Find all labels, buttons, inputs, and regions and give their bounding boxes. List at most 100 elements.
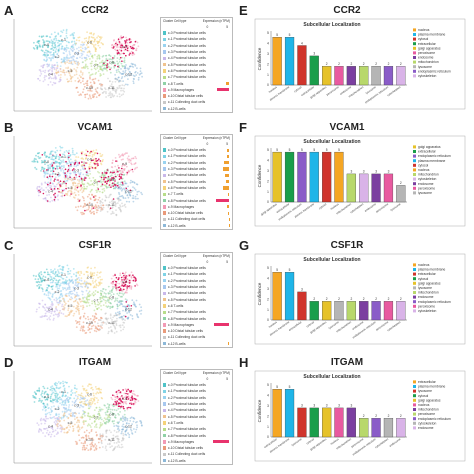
legend-swatch	[413, 150, 416, 153]
bar-value-label: 2	[363, 297, 365, 301]
umap-cluster-tag: c-1	[61, 38, 66, 42]
legend-swatch	[163, 205, 167, 209]
umap-axes	[13, 19, 152, 112]
umap-cluster-tag: c-4	[48, 189, 53, 193]
umap-cluster	[99, 285, 127, 310]
legend-swatch	[163, 37, 167, 42]
legend-swatch	[413, 74, 416, 78]
umap-axes	[13, 371, 152, 464]
bar-value-label: 2	[388, 62, 390, 66]
panel-label: F	[239, 120, 247, 135]
legend-item: c-10 Distal tubular cells	[161, 210, 232, 216]
legend-swatch	[413, 173, 416, 176]
legend-cluster-label: c-9 Macrophages	[167, 439, 195, 444]
x-tick-label: lysosome	[290, 437, 302, 447]
legend-expression-bar	[228, 342, 229, 346]
legend-cluster-label: c-8 Proximal tubular cells	[167, 433, 206, 438]
legend-cluster-label: c-9 Macrophages	[167, 322, 195, 327]
legend-label: mitochondrion	[418, 60, 439, 64]
bar-value-label: 2	[326, 297, 328, 301]
legend-cluster-label: c-5 Proximal tubular cells	[167, 179, 206, 184]
bar-value-label: 5	[301, 148, 303, 152]
bar	[297, 151, 307, 203]
umap-cluster-tag: c-9	[122, 397, 127, 401]
y-tick-label: 4	[267, 394, 269, 398]
umap-cluster	[65, 277, 90, 301]
legend-expression-header: Expression (nTPM)	[202, 254, 230, 258]
y-tick-label: 0	[267, 435, 269, 439]
legend-item: c-2 Proximal tubular cells	[161, 43, 232, 49]
legend-swatch	[413, 385, 416, 388]
umap-panel-D: D ITGAM c-0 c-1 c-2 c-3 c-4 c-5 c-6 c-7 c-8 c-9 c-10…	[0, 355, 237, 470]
legend-item: c-7 Proximal tubular cells	[161, 74, 232, 80]
umap-cluster	[43, 163, 71, 185]
chart-frame	[254, 370, 466, 462]
legend-swatch	[163, 272, 167, 277]
umap-cluster	[114, 299, 143, 320]
bar	[334, 151, 344, 203]
legend-swatch	[163, 161, 167, 165]
legend-cluster-label: c-9 Macrophages	[167, 87, 195, 92]
cluster-legend: Cluster Cell type Expression (nTPM) 0 5 c-0 …	[160, 134, 233, 230]
legend-expression-bar	[228, 211, 229, 215]
legend-item: c-8 Proximal tubular cells	[161, 315, 232, 321]
legend-cluster-label: c-8 Proximal tubular cells	[167, 316, 206, 321]
legend-swatch	[163, 304, 167, 308]
legend-swatch	[413, 33, 416, 36]
legend-cluster-label: c-5 Proximal tubular cells	[167, 297, 206, 302]
umap-cluster-tag: c-10	[86, 438, 93, 442]
legend-item: c-11 Collecting duct cells	[161, 99, 232, 105]
legend-item: c-0 Proximal tubular cells	[161, 265, 232, 271]
bar	[297, 291, 307, 321]
legend-item: c-9 Macrophages	[161, 87, 232, 93]
legend-swatch	[163, 94, 167, 98]
bar-value-label: 3	[351, 404, 353, 408]
legend-label: lysosome	[418, 65, 432, 69]
bar	[322, 151, 332, 203]
y-tick-label: 4	[267, 277, 269, 281]
bar	[322, 66, 332, 86]
legend-swatch	[413, 412, 416, 416]
x-tick-label: peroxisome	[350, 437, 365, 449]
legend-cluster-label: c-2 Proximal tubular cells	[167, 160, 206, 165]
legend-label: extracellular	[418, 380, 437, 384]
umap-cluster-tag: c-1	[61, 390, 66, 394]
legend-label: lysosome	[418, 191, 432, 195]
umap-cluster	[82, 290, 111, 312]
legend-item: c-3 Proximal tubular cells	[161, 49, 232, 55]
bar	[396, 418, 406, 438]
bar	[284, 272, 295, 321]
legend-swatch	[163, 323, 167, 327]
legend-swatch	[413, 426, 416, 430]
legend-header: Cluster Cell type Expression (nTPM)	[161, 253, 232, 259]
umap-cluster-tag: c-6	[87, 276, 92, 280]
x-tick-label: nucleus	[329, 437, 340, 446]
umap-cluster-tag: c-5	[68, 186, 73, 190]
bar-panel-F: F VCAM1 Subcellular Localization Confidence…	[237, 120, 474, 235]
bar	[322, 407, 332, 438]
legend-cluster-label: c-0 Proximal tubular cells	[167, 266, 206, 271]
panel-label: C	[4, 238, 14, 253]
bar-value-label: 5	[289, 268, 291, 272]
legend-swatch	[163, 186, 167, 190]
bar-value-label: 3	[388, 170, 390, 174]
bar	[396, 185, 406, 203]
umap-cluster-tag: c-8	[109, 412, 114, 416]
bar	[272, 272, 282, 321]
y-tick-label: 1	[267, 190, 269, 194]
legend-item: c-10 Distal tubular cells	[161, 93, 232, 99]
bar-value-label: 4	[301, 41, 303, 45]
umap-cluster	[36, 181, 66, 203]
x-tick-label: cytoskeleton	[349, 202, 364, 214]
legend-item: c-9 Macrophages	[161, 439, 232, 445]
umap-cluster	[81, 170, 111, 194]
legend-swatch	[413, 191, 416, 195]
bar	[346, 173, 356, 203]
legend-item: c-10 Distal tubular cells	[161, 328, 232, 334]
y-tick-label: 3	[267, 287, 269, 291]
umap-cluster	[55, 412, 85, 434]
y-tick-label: 5	[267, 148, 269, 152]
legend-swatch	[163, 310, 167, 314]
